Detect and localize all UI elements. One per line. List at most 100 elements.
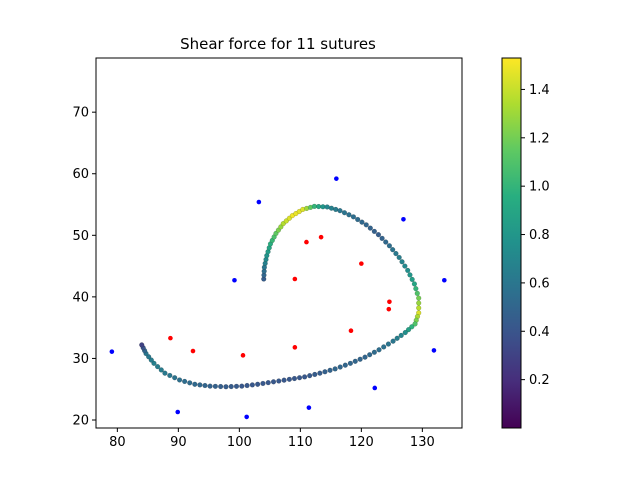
wound-point [327, 367, 333, 373]
wound-point [239, 383, 245, 389]
wound-point [407, 272, 413, 278]
wound-point [192, 381, 198, 387]
extraction-point [256, 199, 262, 205]
insertion-point [240, 353, 246, 358]
wound-point [317, 370, 323, 376]
wound-point [187, 380, 193, 386]
wound-point [207, 383, 213, 389]
wound-point [197, 382, 203, 388]
wound-point [355, 216, 361, 223]
wound-point [296, 375, 303, 381]
wound-point [281, 377, 287, 383]
wound-point [276, 378, 282, 384]
extraction-point [109, 349, 115, 354]
wound-point [367, 352, 373, 358]
axes-frame [95, 57, 463, 429]
y-tick-label: 40 [72, 290, 89, 305]
insertion-point [386, 306, 392, 312]
extraction-point [334, 176, 339, 181]
x-tick-label: 80 [109, 435, 126, 450]
wound-point [347, 360, 353, 366]
wound-point [312, 371, 318, 378]
extraction-point [401, 217, 406, 222]
wound-point [255, 381, 261, 387]
wound-point [176, 377, 183, 383]
wound-curve [139, 203, 422, 390]
wound-point [386, 243, 393, 249]
wound-point [302, 374, 308, 380]
wound-point [371, 349, 377, 355]
wound-point [328, 205, 335, 211]
wound-point [399, 259, 405, 265]
insertion-point [359, 261, 364, 266]
wound-point [409, 276, 415, 283]
x-tick-label: 110 [288, 435, 313, 450]
wound-point [371, 228, 377, 235]
wound-point [233, 383, 240, 389]
wound-point [363, 222, 369, 228]
wound-point [322, 369, 328, 375]
colorbar-ticks: 0.2 0.4 0.6 0.8 1.0 1.2 1.4 [521, 83, 550, 388]
wound-point [414, 290, 420, 296]
extraction-point [175, 409, 181, 415]
extraction-point [232, 277, 237, 283]
wound-point [350, 214, 357, 220]
wound-point [146, 354, 152, 360]
wound-point [286, 376, 292, 382]
chart-title: Shear force for 11 sutures [180, 35, 376, 53]
insertion-point [318, 234, 324, 240]
colorbar-tick-label: 1.4 [529, 83, 550, 98]
y-axis: 20 30 40 50 60 70 [72, 106, 96, 428]
insertion-point [168, 335, 173, 341]
insertion-point [348, 328, 354, 334]
wound-point [398, 332, 404, 339]
wound-point [359, 219, 365, 225]
insertion-point [292, 345, 298, 350]
wound-point [416, 295, 422, 301]
wound-point [332, 366, 338, 372]
x-tick-label: 90 [170, 435, 187, 450]
extraction-points [109, 176, 447, 420]
wound-point [362, 354, 368, 360]
wound-point [270, 379, 277, 385]
wound-point [396, 254, 402, 261]
extraction-point [372, 385, 378, 391]
wound-point [411, 281, 418, 287]
wound-point [385, 341, 391, 347]
wound-point [158, 367, 164, 373]
insertion-point [292, 276, 298, 282]
wound-point [291, 375, 298, 382]
y-tick-label: 50 [72, 229, 89, 244]
wound-point [212, 383, 218, 389]
wound-point [265, 380, 271, 386]
wound-point [357, 356, 363, 362]
wound-point [352, 358, 358, 364]
wound-point [379, 235, 385, 241]
insertion-points [168, 234, 392, 358]
wound-point [416, 300, 422, 306]
wound-point [337, 364, 343, 370]
wound-point [405, 327, 412, 333]
x-tick-label: 120 [349, 435, 374, 450]
colorbar-tick-label: 0.2 [529, 373, 550, 388]
wound-point [413, 286, 419, 292]
wound-point [307, 373, 313, 379]
wound-point [223, 384, 229, 390]
extraction-point [442, 277, 447, 283]
wound-point [260, 380, 266, 387]
wound-point [402, 263, 408, 269]
wound-point [151, 360, 157, 366]
wound-point [342, 362, 348, 368]
wound-point [383, 239, 389, 245]
y-tick-label: 60 [72, 167, 89, 182]
wound-point [162, 370, 168, 376]
wound-point [218, 383, 224, 390]
wound-point [148, 357, 154, 363]
colorbar-gradient [501, 57, 522, 429]
wound-point [409, 324, 415, 330]
wound-point [228, 383, 234, 390]
wound-point [324, 204, 330, 210]
plot-area: 80 90 100 110 120 130 20 30 40 50 60 70 [72, 57, 463, 450]
wound-point [182, 378, 188, 385]
insertion-point [190, 348, 196, 354]
